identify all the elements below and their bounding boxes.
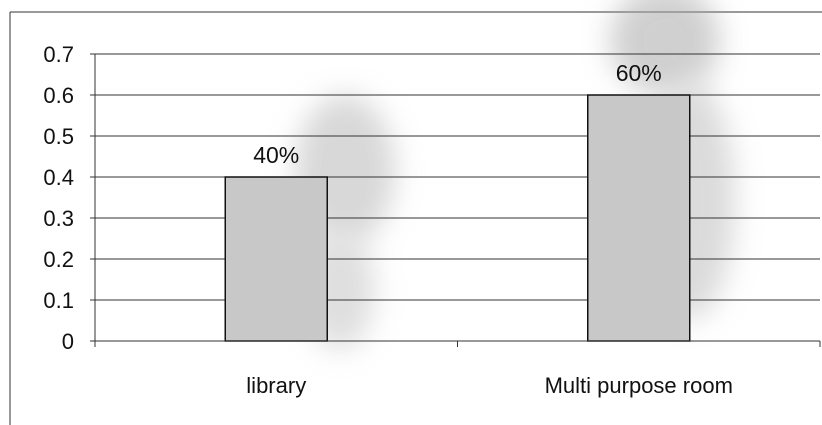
bars <box>224 94 691 342</box>
y-tick-label: 0.1 <box>43 288 74 313</box>
y-tick-label: 0.6 <box>43 83 74 108</box>
data-label-1: 60% <box>616 60 662 86</box>
category-label-1: Multi purpose room <box>545 373 733 398</box>
y-tick-label: 0.5 <box>43 124 74 149</box>
y-tick-label: 0.7 <box>43 42 74 67</box>
category-labels: library Multi purpose room <box>246 373 733 398</box>
bar-0 <box>224 176 328 342</box>
y-tick-label: 0.4 <box>43 165 74 190</box>
data-label-0: 40% <box>253 142 299 168</box>
x-axis <box>94 340 821 347</box>
y-tick-label: 0.3 <box>43 206 74 231</box>
y-tick-label: 0 <box>62 329 74 354</box>
y-axis-ticks: 0 0.1 0.2 0.3 0.4 0.5 0.6 0.7 <box>43 42 96 354</box>
bar-1 <box>587 94 691 342</box>
data-labels: 40% 60% <box>253 60 662 168</box>
grid-lines <box>95 53 820 301</box>
y-tick-label: 0.2 <box>43 247 74 272</box>
category-label-0: library <box>246 373 306 398</box>
